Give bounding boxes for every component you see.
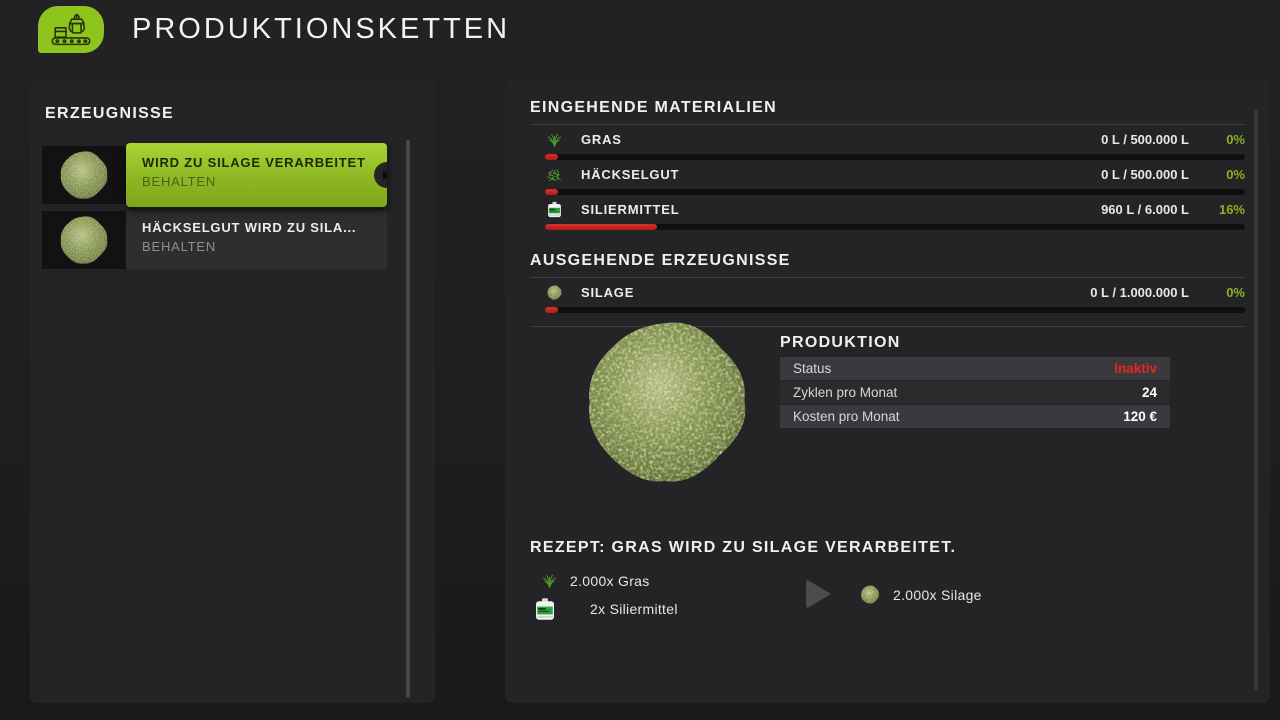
product-thumbnail (42, 211, 126, 269)
progress-bar (545, 189, 1245, 195)
row-value: 120 € (1123, 409, 1157, 424)
recipe-output-silage: 2.000x Silage (859, 585, 982, 604)
sidebar-title: ERZEUGNISSE (45, 105, 174, 122)
selected-item-tab: WIRD ZU SILAGE VERARBEITET BEHALTEN (126, 143, 387, 207)
recipe-title: REZEPT: GRAS WIRD ZU SILAGE VERARBEITET. (530, 539, 957, 556)
item-subtitle: BEHALTEN (142, 239, 217, 254)
table-row-status: Status Inaktiv (780, 357, 1170, 380)
status-badge: Inaktiv (1114, 361, 1157, 376)
recipe-label: 2.000x Gras (570, 572, 650, 589)
selection-notch (374, 162, 387, 188)
list-item-gras-silage[interactable]: WIRD ZU SILAGE VERARBEITET BEHALTEN (42, 143, 387, 207)
silage-icon (545, 285, 563, 300)
detail-scrollbar[interactable] (1254, 110, 1258, 690)
progress-bar (545, 224, 1245, 230)
outgoing-title: AUSGEHENDE ERZEUGNISSE (530, 252, 791, 269)
material-row-silage: SILAGE 0 L / 1.000.000 L 0% (530, 278, 1245, 313)
material-name: SILIERMITTEL (581, 202, 680, 217)
divider (530, 326, 1245, 327)
list-item-haeckselgut-silage[interactable]: HÄCKSELGUT WIRD ZU SILA... BEHALTEN (42, 211, 387, 269)
grass-icon (545, 131, 563, 148)
silage-icon (859, 585, 881, 604)
production-chains-icon (38, 6, 104, 53)
table-row-cycles: Zyklen pro Monat 24 (780, 381, 1170, 404)
canister-icon (533, 597, 557, 621)
chaff-icon (545, 166, 563, 184)
material-amount: 0 L / 500.000 L (1101, 132, 1189, 147)
material-percent: 0% (1226, 167, 1245, 182)
recipe-label: 2.000x Silage (893, 586, 982, 603)
row-label: Kosten pro Monat (793, 409, 900, 424)
recipe-input-siliermittel: 2x Siliermittel (533, 597, 678, 621)
row-label: Status (793, 361, 832, 376)
selection-arrow-icon (383, 170, 387, 180)
item-title: HÄCKSELGUT WIRD ZU SILA... (142, 220, 357, 235)
divider (530, 277, 1245, 278)
material-row-haeckselgut: HÄCKSELGUT 0 L / 500.000 L 0% (530, 160, 1245, 195)
material-name: HÄCKSELGUT (581, 167, 680, 182)
table-row-costs: Kosten pro Monat 120 € (780, 405, 1170, 428)
row-label: Zyklen pro Monat (793, 385, 898, 400)
row-value: 24 (1141, 385, 1157, 400)
material-percent: 16% (1218, 202, 1245, 217)
product-thumbnail (42, 146, 126, 204)
recipe-input-gras: 2.000x Gras (541, 572, 650, 589)
production-table: Status Inaktiv Zyklen pro Monat 24 Koste… (780, 357, 1170, 428)
canister-icon (545, 201, 563, 218)
product-list: WIRD ZU SILAGE VERARBEITET BEHALTEN HÄCK… (42, 143, 387, 269)
material-amount: 0 L / 500.000 L (1101, 167, 1189, 182)
material-percent: 0% (1226, 285, 1245, 300)
material-amount: 960 L / 6.000 L (1101, 202, 1189, 217)
progress-bar (545, 307, 1245, 313)
item-subtitle: BEHALTEN (142, 174, 217, 189)
production-title: PRODUKTION (780, 334, 901, 351)
material-percent: 0% (1226, 132, 1245, 147)
recipe-arrow-icon (806, 579, 831, 609)
item-title: WIRD ZU SILAGE VERARBEITET (142, 155, 366, 170)
header: PRODUKTIONSKETTEN (38, 6, 510, 53)
sidebar-scrollbar[interactable] (406, 140, 410, 698)
divider (530, 124, 1245, 125)
page-title: PRODUKTIONSKETTEN (132, 13, 511, 45)
sidebar-panel: ERZEUGNISSE WIRD ZU SILAGE VERARBEITET B… (30, 80, 435, 703)
material-row-siliermittel: SILIERMITTEL 960 L / 6.000 L 16% (530, 195, 1245, 230)
product-image (578, 318, 756, 491)
material-row-gras: GRAS 0 L / 500.000 L 0% (530, 125, 1245, 160)
progress-bar (545, 154, 1245, 160)
detail-panel: EINGEHENDE MATERIALIEN GRAS 0 L / 500.00… (505, 80, 1270, 703)
material-name: SILAGE (581, 285, 635, 300)
material-name: GRAS (581, 132, 622, 147)
incoming-title: EINGEHENDE MATERIALIEN (530, 99, 777, 116)
grass-icon (541, 572, 558, 589)
material-amount: 0 L / 1.000.000 L (1090, 285, 1189, 300)
recipe-label: 2x Siliermittel (590, 601, 678, 617)
